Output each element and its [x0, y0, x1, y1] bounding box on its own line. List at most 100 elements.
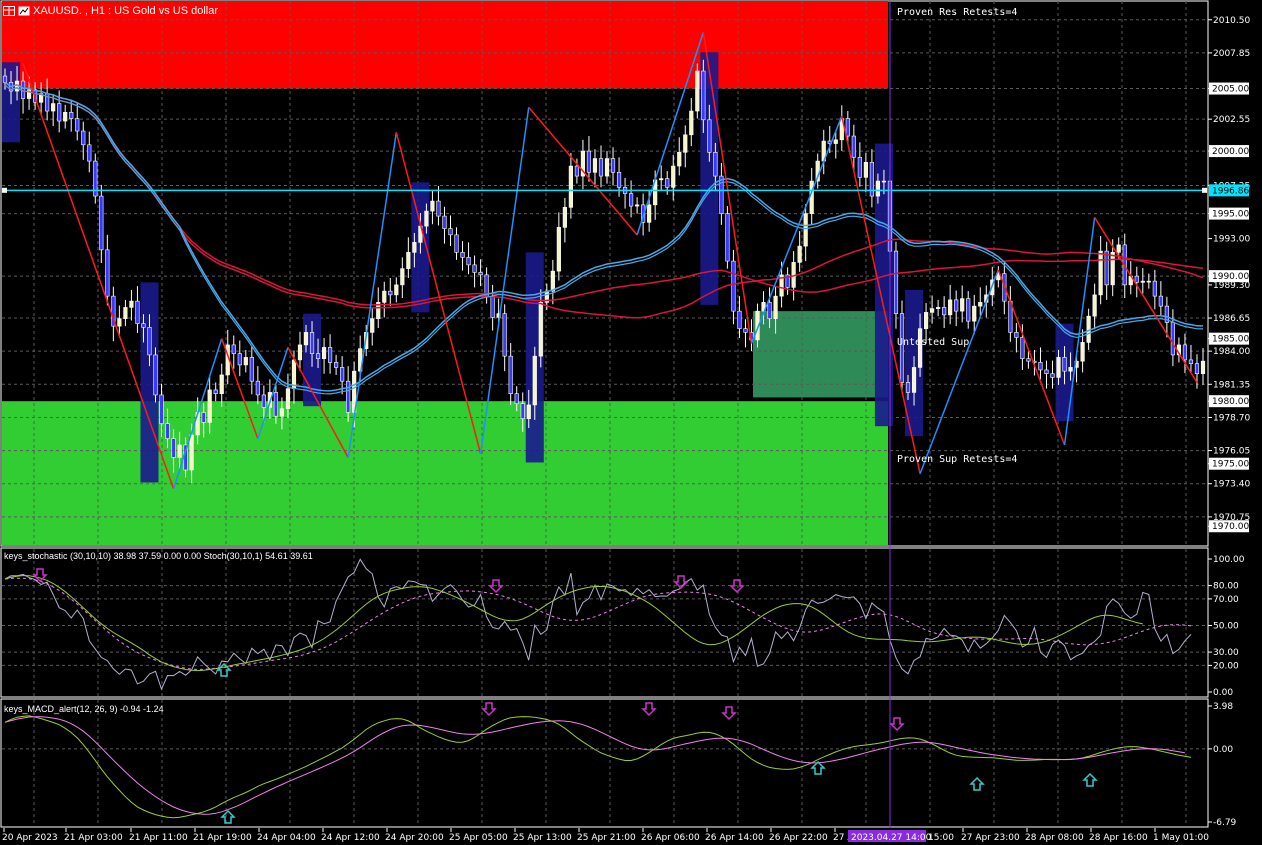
bull-candle: [1098, 250, 1103, 296]
bear-candle: [249, 357, 254, 382]
bear-candle: [448, 228, 453, 236]
bull-candle: [635, 204, 640, 207]
bear-candle: [340, 367, 345, 382]
bear-candle: [857, 157, 862, 178]
zigzag-down-leg: [395, 132, 482, 454]
bear-candle: [1020, 337, 1025, 359]
bear-candle: [460, 252, 465, 258]
zigzag-down-leg: [702, 32, 753, 344]
zigzag-down-leg: [221, 338, 259, 439]
bull-candle: [647, 204, 652, 223]
zigzag-down-leg: [997, 269, 1066, 446]
price-tick-label: 1984.00: [1213, 347, 1250, 357]
bear-candle: [514, 393, 519, 404]
bull-candle: [129, 300, 134, 308]
chart-mode-icon[interactable]: [18, 6, 30, 16]
bear-candle: [273, 392, 279, 417]
price-level-box: [1209, 82, 1249, 95]
bear-candle: [81, 130, 86, 146]
bear-candle: [334, 362, 339, 368]
bear-candle: [171, 438, 176, 458]
bull-candle: [117, 318, 122, 327]
bear-candle: [628, 193, 634, 207]
price-tick-label: 1981.35: [1213, 380, 1250, 390]
bear-candle: [508, 355, 513, 394]
bull-candle: [285, 388, 291, 409]
bear-candle: [315, 353, 321, 359]
current-price-box: [1209, 184, 1249, 197]
bear-candle: [1152, 280, 1157, 297]
bear-candle: [2, 75, 8, 83]
bull-candle: [556, 227, 561, 272]
bull-candle: [177, 444, 182, 458]
bull-candle: [1116, 244, 1121, 253]
ma-fast-line: [4, 81, 1204, 392]
bull-candle: [929, 308, 935, 313]
price-level-box: [1209, 457, 1249, 470]
bull-candle: [779, 274, 784, 297]
bear-candle: [616, 172, 622, 188]
macd-signal-line: [4, 716, 1185, 815]
bull-candle: [797, 245, 802, 263]
time-tick-label: 25 Apr 13:00: [513, 833, 572, 843]
bull-candle: [833, 139, 838, 144]
bear-candle: [1134, 275, 1139, 283]
bull-candle: [809, 180, 814, 214]
time-tick-label: 24 Apr 04:00: [257, 833, 316, 843]
price-line-handle-left[interactable]: [2, 187, 7, 193]
macd-buy-arrow: [969, 776, 985, 791]
bear-candle: [346, 380, 351, 413]
bear-candle: [436, 200, 441, 217]
bear-candle: [135, 300, 140, 324]
bear-candle: [69, 112, 74, 119]
bull-candle: [580, 150, 586, 177]
bear-candle: [707, 119, 712, 153]
chart-description: US Gold vs US dollar: [114, 5, 219, 17]
zigzag-up-leg: [750, 115, 843, 344]
stochastic-axis: 100.00 80.00 70.00 50.00 30.00 20.00 0.00: [1208, 555, 1245, 698]
bull-candle: [1056, 357, 1061, 378]
bear-candle: [93, 160, 98, 197]
bull-candle: [881, 180, 887, 183]
bull-candle: [773, 295, 778, 319]
bull-candle: [875, 180, 881, 197]
price-tick-label: 1980.00: [1212, 397, 1249, 407]
bull-candle: [1092, 294, 1097, 317]
zigzag-down-leg: [287, 347, 349, 458]
zigzag-down-leg: [22, 63, 175, 489]
bull-candle: [321, 347, 327, 359]
bear-candle: [954, 299, 959, 312]
chart-timeframe: H1: [90, 5, 106, 17]
price-line-handle-right[interactable]: [1202, 187, 1207, 193]
bear-candle: [574, 165, 580, 177]
time-tick-label: 21 Apr 03:00: [64, 833, 123, 843]
price-level-box: [1209, 332, 1249, 345]
bear-candle: [87, 144, 92, 162]
time-axis[interactable]: 20 Apr 2023 21 Apr 03:00 21 Apr 11:00 21 Ap…: [2, 828, 1209, 843]
bear-candle: [159, 394, 164, 424]
bear-candle: [201, 412, 206, 423]
zigzag-up-leg: [257, 347, 289, 439]
price-tick-label: 1995.00: [1212, 210, 1249, 220]
time-tick-label: 21 Apr 19:00: [193, 833, 252, 843]
macd-buy-arrow: [810, 760, 826, 775]
bull-candle: [207, 389, 212, 423]
bull-candle: [189, 434, 194, 471]
bear-candle: [1050, 373, 1055, 378]
time-tick-label: 27 A: [833, 833, 854, 843]
macd-indicator-label: keys_MACD_alert(12, 26, 9) -0.94 -1.24: [4, 704, 164, 714]
time-tick-label: 24 Apr 12:00: [321, 833, 380, 843]
bull-candle: [1110, 252, 1115, 286]
untested-zone-label: Untested Sup: [897, 337, 969, 348]
bear-candle: [737, 310, 742, 329]
price-axis[interactable]: 2010.502007.852005.002002.552000.001997.…: [1208, 16, 1250, 533]
bull-candle: [695, 70, 700, 112]
bear-candle: [388, 290, 393, 296]
price-level-box: [1209, 270, 1249, 283]
bear-candle: [1038, 362, 1043, 371]
bear-candle: [719, 175, 724, 214]
chart-menu-icon[interactable]: [3, 6, 15, 16]
bear-candle: [99, 195, 104, 251]
bear-candle: [942, 307, 947, 316]
